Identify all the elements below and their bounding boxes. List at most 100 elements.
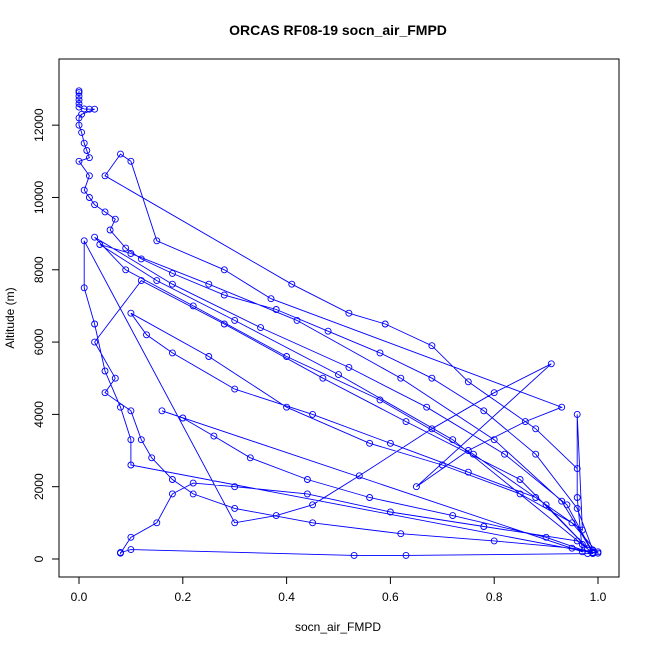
data-point (573, 504, 581, 512)
data-point (490, 389, 498, 397)
data-point (91, 105, 99, 113)
x-tick-label: 0.2 (174, 590, 191, 604)
data-point (345, 309, 353, 317)
data-point (283, 353, 291, 360)
data-point (366, 439, 374, 447)
data-point (137, 436, 145, 444)
data-point (532, 450, 540, 458)
data-point (376, 349, 384, 357)
data-point (101, 172, 109, 180)
data-point (345, 363, 353, 371)
data-point (111, 215, 119, 223)
data-point (101, 367, 109, 375)
data-point (573, 410, 581, 418)
data-point (303, 476, 311, 483)
data-point (91, 338, 99, 346)
data-point (179, 414, 187, 422)
data-point (578, 526, 586, 534)
data-point (137, 277, 145, 285)
data-point (449, 436, 457, 444)
data-point (397, 374, 405, 382)
data-point (127, 461, 135, 469)
data-point (75, 114, 83, 122)
data-point (573, 494, 581, 501)
data-point (168, 269, 176, 277)
data-point (75, 100, 83, 107)
data-point (210, 432, 218, 440)
data-point (106, 226, 114, 234)
data-point (85, 154, 93, 162)
data-point (558, 497, 566, 505)
data-point (288, 280, 296, 288)
data-point (568, 544, 576, 552)
data-point (521, 418, 529, 426)
data-point (516, 476, 524, 483)
y-tick-label: 6000 (32, 328, 46, 355)
data-point (267, 295, 275, 303)
data-point (91, 233, 99, 241)
data-point (293, 316, 301, 324)
data-point (381, 320, 389, 328)
series-layer (75, 87, 602, 559)
y-axis-label: Altitude (m) (3, 287, 17, 348)
data-point (122, 266, 130, 274)
data-point (257, 324, 265, 332)
data-point (309, 501, 317, 509)
data-point (449, 512, 457, 520)
data-point (469, 450, 477, 458)
data-point (578, 548, 586, 556)
data-point (303, 490, 311, 498)
data-point (91, 320, 99, 328)
data-point (153, 237, 161, 245)
data-point (127, 250, 135, 257)
data-point (246, 454, 254, 462)
y-tick-label: 12000 (32, 108, 46, 142)
data-point (272, 306, 280, 313)
data-point (309, 519, 317, 527)
data-point (127, 407, 135, 415)
data-point (127, 157, 135, 165)
y-tick-label: 4000 (32, 401, 46, 428)
data-point (231, 385, 239, 393)
data-point (127, 546, 135, 554)
data-point (205, 353, 213, 360)
data-point (231, 483, 239, 491)
data-point (91, 201, 99, 209)
data-point (542, 501, 550, 509)
data-point (168, 476, 176, 483)
data-point (366, 494, 374, 501)
data-point (558, 403, 566, 411)
data-point (168, 490, 176, 498)
data-point (101, 389, 109, 397)
data-point (153, 277, 161, 285)
data-point (563, 501, 571, 509)
data-point (80, 139, 88, 147)
data-point (501, 450, 509, 458)
data-point (153, 519, 161, 527)
data-point (83, 147, 91, 154)
data-point (309, 410, 317, 418)
x-tick-label: 0.0 (71, 590, 88, 604)
data-point (75, 121, 83, 129)
y-tick-label: 10000 (32, 180, 46, 214)
data-point (355, 472, 363, 480)
data-point (75, 89, 83, 97)
data-point (75, 87, 83, 95)
data-point (594, 549, 602, 557)
data-point (158, 407, 166, 415)
data-point (584, 544, 592, 552)
x-tick-label: 0.6 (382, 590, 399, 604)
y-tick-label: 2000 (32, 473, 46, 500)
data-point (423, 403, 431, 411)
data-point (578, 541, 586, 548)
data-point (573, 465, 581, 473)
data-point (220, 266, 228, 274)
data-point (464, 378, 472, 386)
data-point (75, 157, 83, 165)
data-point (96, 241, 104, 248)
data-point (168, 280, 176, 288)
data-point (220, 320, 228, 328)
y-tick-label: 8000 (32, 256, 46, 283)
